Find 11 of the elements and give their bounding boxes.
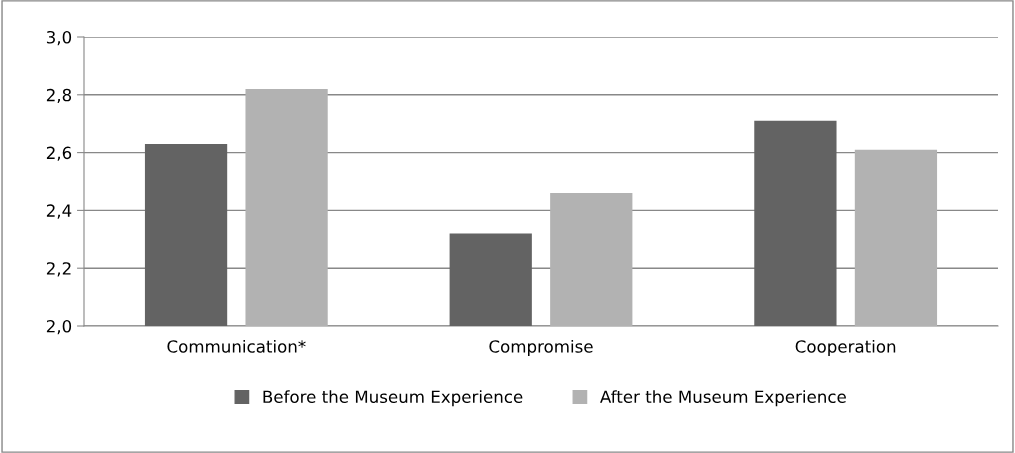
y-tick-label: 2,4 [46,204,72,219]
legend-label: After the Museum Experience [600,390,846,407]
y-tick-label: 2,0 [46,319,72,335]
y-tick-label: 2,8 [46,88,72,104]
y-tick-label: 2,6 [46,146,72,161]
x-tick-label: Communication* [167,339,306,353]
x-tick-label: Compromise [489,339,593,357]
y-tick-label: 2,2 [46,262,71,277]
x-tick-label: Cooperation [795,339,896,357]
legend-label: Before the Museum Experience [263,390,523,407]
y-tick-label: 3,0 [46,30,72,46]
